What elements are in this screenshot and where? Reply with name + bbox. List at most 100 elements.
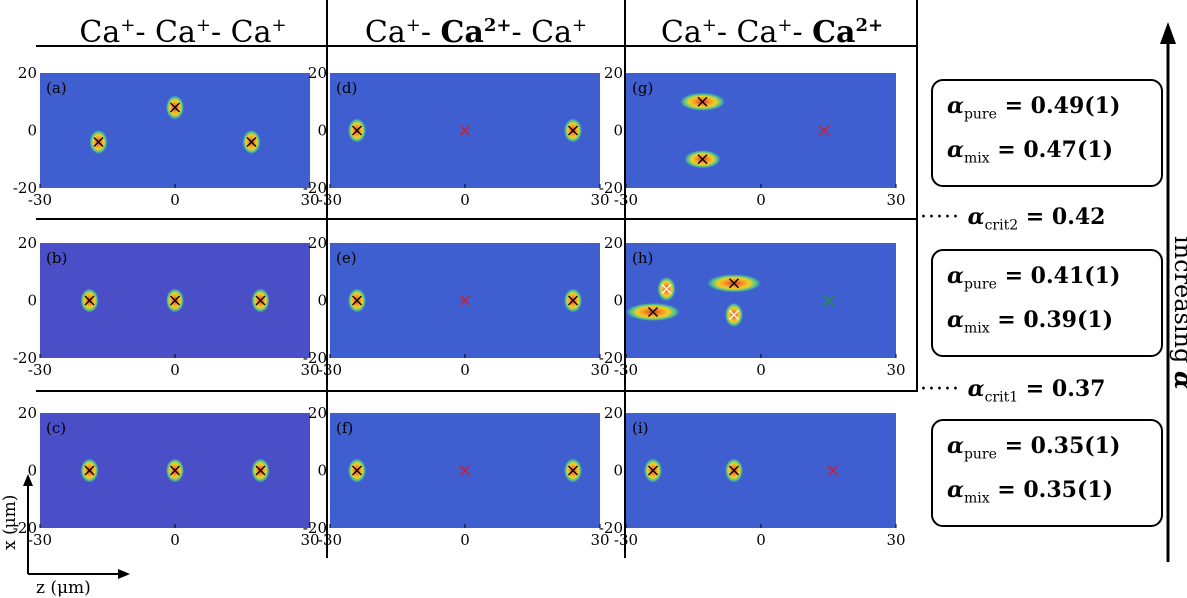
ion-marker xyxy=(460,465,470,476)
ion-marker xyxy=(255,295,266,306)
ion-marker xyxy=(697,96,708,107)
y-tick-label: -20 xyxy=(13,519,37,537)
x-tick-label: 0 xyxy=(460,191,470,209)
x-tick-label: 0 xyxy=(756,191,766,209)
y-tick-label: -20 xyxy=(599,349,623,367)
x-tick-label: 30 xyxy=(590,531,609,549)
x-tick-label: -30 xyxy=(614,361,638,379)
panel-label: (c) xyxy=(46,419,66,437)
panel-f: (f) -30 0 30 20 0 -20 xyxy=(303,404,610,549)
column-divider-3 xyxy=(916,0,918,391)
y-tick-label: 0 xyxy=(317,122,327,140)
panel-label: (b) xyxy=(46,249,67,267)
panel-background xyxy=(626,73,896,188)
ion-marker xyxy=(93,137,104,147)
row-divider-2 xyxy=(36,390,918,392)
ion-marker xyxy=(729,309,739,320)
y-tick-label: 20 xyxy=(18,64,37,82)
y-tick-label: 0 xyxy=(27,292,37,310)
ion-marker xyxy=(352,125,362,136)
panel-background xyxy=(626,413,896,528)
panel-c: (c) -30 0 30 20 0 -20 xyxy=(13,404,320,549)
ion-marker xyxy=(828,465,838,476)
alpha-crit1: ····· αcrit1 = 0.37 xyxy=(920,376,1106,406)
header-divider xyxy=(36,45,918,47)
ion-marker xyxy=(648,307,658,317)
ion-marker xyxy=(352,295,362,306)
y-tick-label: 20 xyxy=(604,404,623,422)
axis-direction-arrows xyxy=(23,474,130,579)
panel-label: (e) xyxy=(336,249,357,267)
x-tick-label: -30 xyxy=(614,531,638,549)
ion-marker xyxy=(729,278,739,289)
y-tick-label: 0 xyxy=(27,122,37,140)
y-axis-direction-label: x (μm) xyxy=(0,494,20,550)
y-tick-label: -20 xyxy=(13,349,37,367)
panel-i: (i) -30 0 30 20 0 -20 xyxy=(599,404,906,549)
ion-marker xyxy=(819,125,829,136)
x-tick-label: 0 xyxy=(170,531,180,549)
x-tick-label: 0 xyxy=(756,531,766,549)
panel-b: (b) -30 0 30 20 0 -20 xyxy=(13,234,320,379)
x-tick-label: -30 xyxy=(318,191,342,209)
ion-marker xyxy=(697,154,708,165)
x-tick-label: 30 xyxy=(590,361,609,379)
x-tick-label: 0 xyxy=(756,361,766,379)
ion-marker xyxy=(460,295,470,306)
x-tick-label: -30 xyxy=(28,531,52,549)
y-tick-label: 20 xyxy=(308,234,327,252)
y-tick-label: -20 xyxy=(303,349,327,367)
alpha-crit2: ····· αcrit2 = 0.42 xyxy=(920,204,1106,234)
heatmap-panels: (a) -30 0 30 20 0 -20 (d) -30 0 30 20 0 -20 (g) -30 0 30 2… xyxy=(13,64,906,549)
panel-d: (d) -30 0 30 20 0 -20 xyxy=(303,64,610,209)
panel-a: (a) -30 0 30 20 0 -20 xyxy=(13,64,320,209)
y-tick-label: 20 xyxy=(18,234,37,252)
panel-e: (e) -30 0 30 20 0 -20 xyxy=(303,234,610,379)
ion-marker xyxy=(661,284,672,294)
column-header-3: Ca+- Ca+- Ca2+ xyxy=(660,15,884,50)
x-tick-label: 30 xyxy=(886,531,905,549)
x-tick-label: 30 xyxy=(886,191,905,209)
increasing-alpha-arrow xyxy=(1160,22,1176,562)
alpha-box-bottom: αpure = 0.35(1) αmix = 0.35(1) xyxy=(931,419,1163,527)
y-tick-label: 20 xyxy=(604,64,623,82)
ion-marker xyxy=(352,465,362,476)
y-tick-label: 20 xyxy=(308,64,327,82)
alpha-mix-bottom: αmix = 0.35(1) xyxy=(947,477,1114,507)
x-tick-label: -30 xyxy=(28,361,52,379)
x-axis-direction-label: z (μm) xyxy=(36,578,91,598)
x-tick-label: -30 xyxy=(318,531,342,549)
ion-marker xyxy=(170,465,180,476)
y-tick-label: 0 xyxy=(613,122,623,140)
panel-label: (d) xyxy=(336,79,357,97)
y-tick-label: 20 xyxy=(308,404,327,422)
y-tick-label: -20 xyxy=(303,519,327,537)
x-tick-label: 0 xyxy=(460,531,470,549)
panel-background xyxy=(626,243,896,358)
y-tick-label: 0 xyxy=(317,462,327,480)
panel-label: (h) xyxy=(632,249,653,267)
panel-label: (g) xyxy=(632,79,653,97)
x-tick-label: 30 xyxy=(300,191,319,209)
ion-marker xyxy=(460,125,470,136)
y-tick-label: -20 xyxy=(599,179,623,197)
x-tick-label: 30 xyxy=(300,361,319,379)
y-tick-label: 0 xyxy=(27,462,37,480)
increasing-alpha-label: increasing α xyxy=(1169,236,1187,389)
y-tick-label: 0 xyxy=(317,292,327,310)
ion-marker xyxy=(84,465,95,476)
x-tick-label: 30 xyxy=(590,191,609,209)
ion-marker xyxy=(568,125,578,136)
ion-marker xyxy=(823,295,834,306)
y-tick-label: -20 xyxy=(303,179,327,197)
panel-g: (g) -30 0 30 20 0 -20 xyxy=(599,64,906,209)
column-header-1: Ca+- Ca+- Ca+ xyxy=(79,15,287,50)
column-divider-1 xyxy=(326,0,328,558)
panel-h: (h) -30 0 30 20 0 -20 xyxy=(599,234,906,379)
ion-marker xyxy=(648,465,658,476)
x-tick-label: -30 xyxy=(28,191,52,209)
y-tick-label: -20 xyxy=(599,519,623,537)
ion-marker xyxy=(84,295,95,306)
y-tick-label: 0 xyxy=(613,462,623,480)
